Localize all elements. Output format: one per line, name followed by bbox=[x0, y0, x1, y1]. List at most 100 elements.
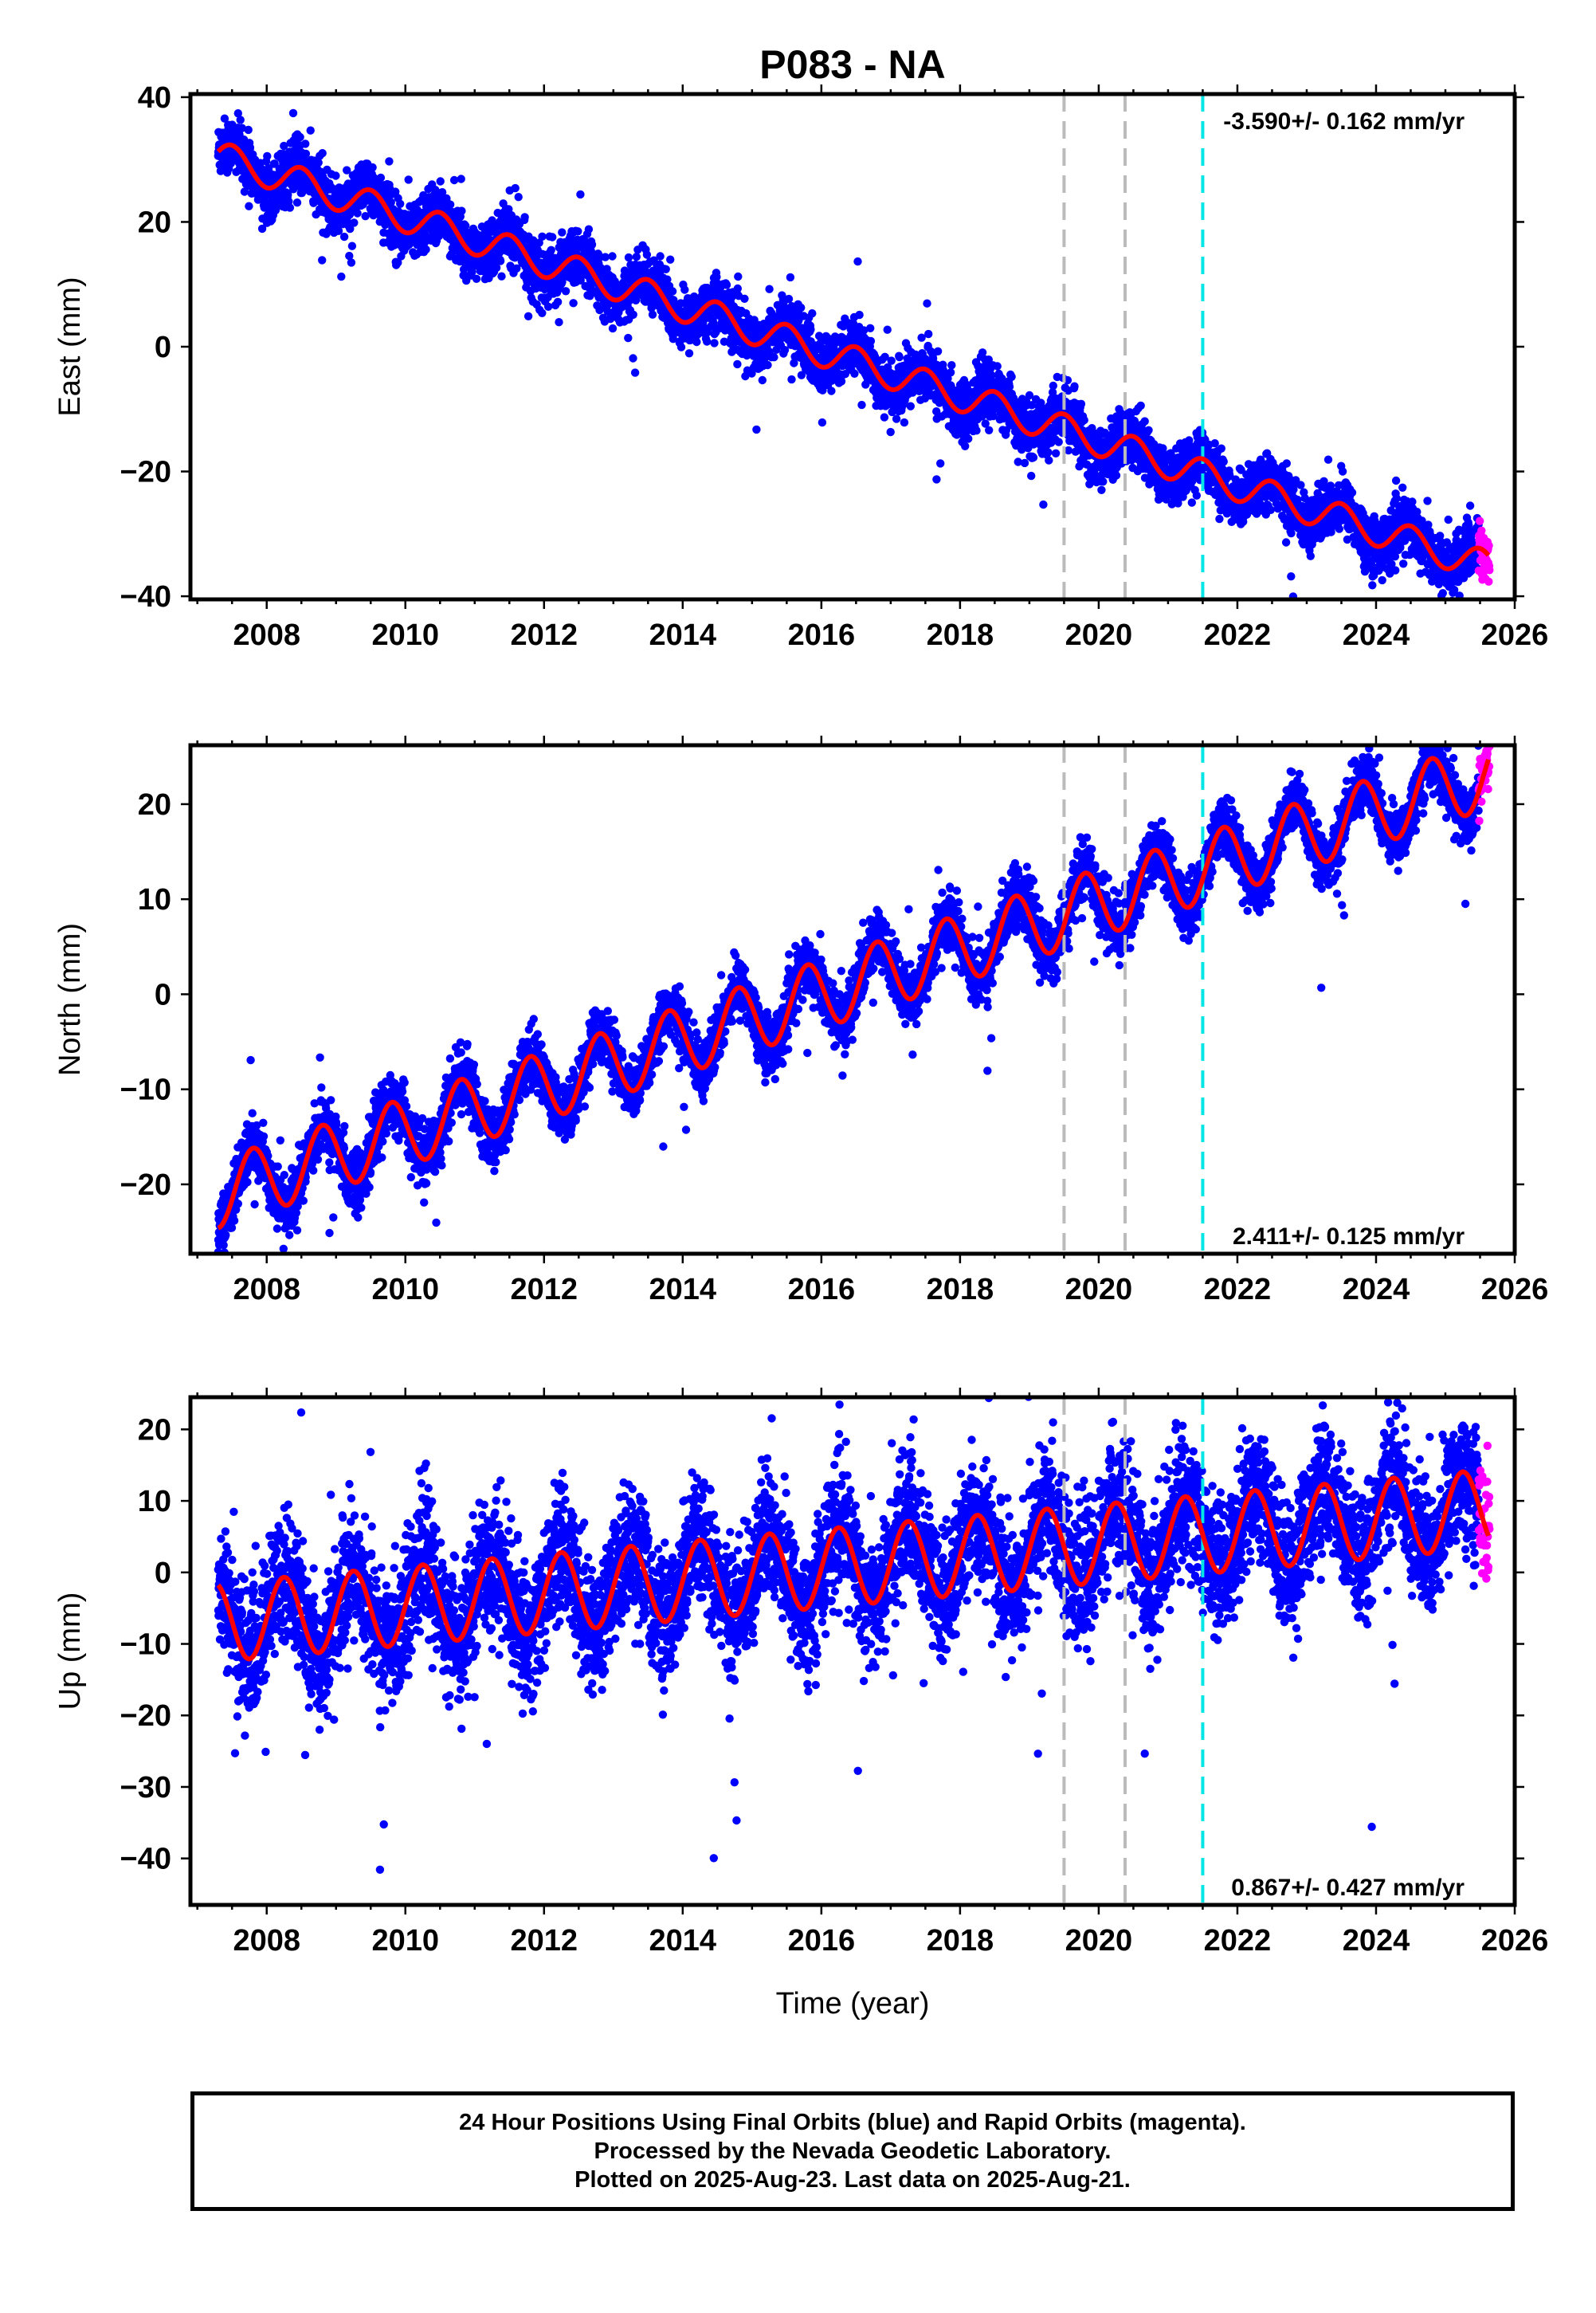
final-orbit-point bbox=[886, 427, 895, 437]
final-orbit-point bbox=[245, 202, 253, 210]
final-orbit-point bbox=[880, 413, 889, 422]
station-title: P083 - NA bbox=[759, 42, 945, 87]
final-orbit-point bbox=[608, 252, 617, 261]
final-orbit-point bbox=[284, 197, 293, 206]
final-orbit-point bbox=[961, 442, 970, 450]
final-orbit-point bbox=[752, 425, 761, 434]
final-orbit-point bbox=[1099, 477, 1108, 486]
final-orbit-point bbox=[1044, 448, 1053, 457]
final-orbit-point bbox=[220, 114, 229, 123]
final-orbit-point bbox=[496, 257, 505, 265]
final-orbit-point bbox=[404, 175, 413, 184]
final-orbit-point bbox=[576, 190, 585, 199]
final-orbit-point bbox=[574, 227, 582, 236]
final-orbit-point bbox=[895, 352, 904, 362]
final-orbit-point bbox=[710, 339, 719, 348]
final-orbit-point bbox=[497, 272, 506, 281]
final-orbit-point bbox=[584, 225, 594, 234]
final-orbit-point bbox=[924, 329, 933, 339]
final-orbit-point bbox=[318, 256, 327, 265]
final-orbit-point bbox=[301, 139, 310, 148]
final-orbit-point bbox=[857, 400, 866, 410]
final-orbit-point bbox=[947, 361, 956, 370]
final-orbit-point bbox=[853, 257, 862, 266]
final-orbit-point bbox=[292, 198, 302, 207]
final-orbit-point bbox=[883, 325, 892, 334]
final-orbit-point bbox=[538, 308, 547, 317]
final-orbit-point bbox=[629, 354, 637, 363]
final-orbit-point bbox=[734, 272, 743, 281]
final-orbit-point bbox=[512, 264, 521, 273]
final-orbit-point bbox=[244, 125, 253, 135]
final-orbit-point bbox=[396, 199, 405, 208]
final-orbit-point bbox=[964, 434, 973, 443]
final-orbit-point bbox=[1097, 485, 1106, 494]
final-orbit-point bbox=[334, 226, 343, 235]
final-orbit-point bbox=[1140, 417, 1149, 426]
final-orbit-point bbox=[285, 203, 295, 212]
final-orbit-point bbox=[786, 273, 795, 282]
final-orbit-point bbox=[1054, 438, 1063, 446]
final-orbit-point bbox=[993, 362, 1002, 371]
final-orbit-point bbox=[680, 285, 689, 294]
final-orbit-point bbox=[733, 284, 742, 293]
final-orbit-point bbox=[553, 297, 563, 306]
final-orbit-point bbox=[394, 258, 402, 267]
final-orbit-point bbox=[668, 287, 677, 296]
final-orbit-point bbox=[1005, 383, 1014, 391]
final-orbit-point bbox=[1045, 456, 1053, 465]
final-orbit-point bbox=[656, 252, 665, 261]
final-orbit-point bbox=[797, 303, 806, 312]
final-orbit-point bbox=[763, 360, 772, 370]
final-orbit-point bbox=[1007, 372, 1016, 381]
final-orbit-point bbox=[461, 222, 470, 230]
final-orbit-point bbox=[555, 318, 563, 327]
final-orbit-point bbox=[445, 200, 455, 209]
plot-area bbox=[214, 94, 1494, 599]
final-orbit-point bbox=[770, 353, 778, 362]
final-orbit-point bbox=[676, 343, 686, 351]
final-orbit-point bbox=[346, 224, 355, 234]
final-orbit-points bbox=[214, 108, 1483, 599]
final-orbit-point bbox=[343, 166, 351, 175]
final-orbit-point bbox=[1136, 401, 1145, 410]
final-orbit-point bbox=[376, 173, 386, 183]
final-orbit-point bbox=[257, 224, 267, 234]
final-orbit-point bbox=[850, 369, 859, 378]
final-orbit-point bbox=[368, 163, 377, 172]
final-orbit-point bbox=[345, 251, 354, 261]
final-orbit-point bbox=[558, 228, 567, 237]
final-orbit-point bbox=[504, 205, 513, 214]
final-orbit-point bbox=[624, 333, 633, 343]
final-orbit-point bbox=[347, 258, 356, 267]
final-orbit-point bbox=[361, 212, 370, 221]
final-orbit-point bbox=[288, 108, 298, 118]
final-orbit-point bbox=[972, 426, 981, 435]
final-orbit-point bbox=[543, 302, 553, 311]
final-orbit-point bbox=[547, 245, 555, 254]
final-orbit-point bbox=[1080, 415, 1088, 425]
final-orbit-point bbox=[587, 240, 597, 249]
final-orbit-point bbox=[692, 337, 701, 347]
final-orbit-point bbox=[385, 157, 394, 166]
final-orbit-point bbox=[906, 402, 916, 410]
final-orbit-point bbox=[784, 294, 794, 304]
final-orbit-point bbox=[740, 294, 749, 303]
final-orbit-point bbox=[1039, 500, 1048, 509]
final-orbit-point bbox=[624, 253, 633, 262]
final-orbit-point bbox=[511, 183, 520, 193]
final-orbit-point bbox=[353, 209, 362, 218]
final-orbit-point bbox=[630, 368, 640, 377]
final-orbit-point bbox=[436, 177, 445, 186]
final-orbit-point bbox=[514, 193, 523, 202]
final-orbit-point bbox=[787, 375, 796, 384]
final-orbit-point bbox=[818, 418, 827, 427]
final-orbit-point bbox=[561, 287, 571, 296]
final-orbit-point bbox=[1049, 381, 1058, 391]
final-orbit-point bbox=[923, 299, 931, 308]
final-orbit-point bbox=[240, 187, 249, 196]
final-orbit-point bbox=[280, 141, 288, 151]
final-orbit-point bbox=[350, 218, 359, 227]
final-orbit-point bbox=[629, 310, 637, 319]
final-orbit-point bbox=[236, 116, 245, 124]
